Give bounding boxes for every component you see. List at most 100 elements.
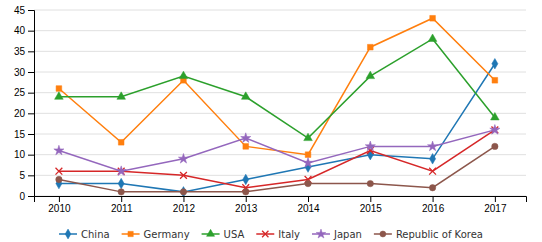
grid-line [34,134,526,135]
legend-label: China [81,229,110,240]
legend-marker [128,231,133,236]
series [55,34,500,141]
tick-mark [183,196,184,202]
series-area [54,15,500,196]
point [491,113,500,120]
line [59,130,495,171]
legend-marker [380,231,386,237]
point [243,174,249,185]
legend-label: USA [224,229,245,240]
tick-label: 35 [14,46,26,57]
tick-mark [59,196,60,202]
tick-mark [28,51,34,52]
point [305,152,311,158]
tick-label: 2014 [297,203,320,214]
legend-item: China [59,229,110,240]
tick: 15 [14,129,34,140]
point [429,185,435,191]
tick-mark [433,196,434,202]
point [365,141,375,151]
legend-label: Germany [144,229,190,240]
series [56,126,499,191]
point [305,180,311,186]
tick-label: 2010 [48,203,71,214]
grid-line [34,154,526,155]
legend-label: Republic of Korea [396,229,483,240]
tick: 2017 [484,196,507,214]
point [490,125,500,135]
tick-mark [370,196,371,202]
point [55,92,64,99]
tick-mark [28,10,34,11]
line [59,18,495,154]
legend-label: Italy [278,229,300,240]
tick: 45 [14,5,34,16]
tick-mark [28,134,34,135]
point [118,189,124,195]
series [56,15,498,157]
tick-label: 25 [14,87,26,98]
tick: 35 [14,46,34,57]
point [492,143,498,149]
tick: 2010 [48,196,71,214]
point [241,133,251,143]
tick-label: 5 [19,170,25,181]
legend-item: Germany [122,229,190,240]
point [367,44,373,50]
point [428,141,438,151]
tick-label: 45 [14,5,26,16]
point [492,77,498,83]
point [56,86,62,92]
point [241,92,250,99]
tick-mark [28,175,34,176]
legend-marker [65,229,71,239]
x-axis: 20102011201220132014201520162017 [35,196,527,214]
point [243,144,249,150]
tick-label: 2015 [360,203,383,214]
point [492,58,498,69]
point [303,158,313,168]
tick-label: 15 [14,129,26,140]
legend-item: Republic of Korea [374,229,483,240]
point [54,145,64,155]
legend-item: USA [202,229,245,240]
tick-label: 2013 [235,203,258,214]
tick: 40 [14,25,34,36]
point [180,172,187,179]
point [118,139,124,145]
tick-label: 2016 [422,203,445,214]
tick-label: 20 [14,108,26,119]
legend-item: Italy [256,229,300,240]
grid-line [34,72,526,73]
tick-mark [28,31,34,32]
tick-label: 0 [19,191,25,202]
legend-marker [262,231,268,237]
tick-label: 10 [14,149,26,160]
point [428,34,437,41]
point [243,189,249,195]
tick: 2014 [297,196,320,214]
series [54,125,500,176]
point [117,92,126,99]
tick-label: 40 [14,25,26,36]
point [56,168,63,175]
tick-mark [308,196,309,202]
point [430,154,436,165]
grid [34,10,526,196]
line [59,130,495,188]
grid-line [34,30,526,31]
legend: ChinaGermanyUSAItalyJapanRepublic of Kor… [59,229,483,240]
series [56,143,498,195]
point [429,168,436,175]
grid-line [34,10,526,11]
line [59,39,495,138]
point [180,189,186,195]
series [56,58,498,196]
tick-mark [28,113,34,114]
line [59,64,495,192]
legend-marker [316,229,326,238]
line [59,146,495,191]
point [180,187,186,196]
tick-mark [28,93,34,94]
point [56,176,62,182]
